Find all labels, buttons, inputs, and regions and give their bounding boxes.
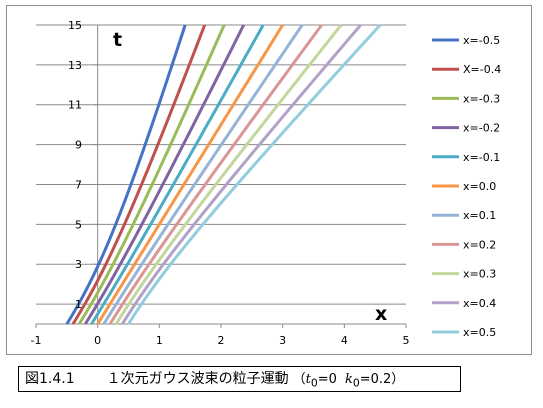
legend-label-4: x=-0.1: [463, 151, 500, 164]
series-line-3: [84, 24, 246, 325]
x-tick-label: 5: [403, 334, 410, 347]
x-tick-label: 3: [279, 334, 286, 347]
series-line-10: [127, 23, 382, 325]
series-lines: [65, 23, 382, 325]
figure-number: 図1.4.1: [25, 371, 75, 387]
legend-label-1: X=-0.4: [463, 63, 501, 76]
x-axis-letter: x: [375, 303, 387, 325]
legend-label-5: x=0.0: [463, 180, 496, 193]
legend-label-10: x=0.5: [463, 326, 496, 339]
legend: x=-0.5 X=-0.4 x=-0.3 x=-0.2 x=-0.1 x=0.0 x=0.1…: [432, 34, 501, 339]
series-line-5: [96, 24, 284, 325]
x-tick-label: 2: [218, 334, 225, 347]
legend-label-2: x=-0.3: [463, 92, 500, 105]
figure-parameters: （t0=0 k0=0.2）: [293, 368, 405, 396]
k-value: =0.2: [359, 372, 392, 387]
series-line-6: [102, 24, 304, 325]
k-subscript: 0: [352, 376, 360, 390]
figure-caption: 図1.4.1 １次元ガウス波束の粒子運動 （t0=0 k0=0.2）: [18, 366, 461, 392]
series-line-2: [77, 24, 226, 325]
x-tick-label: 4: [341, 334, 348, 347]
legend-label-7: x=0.2: [463, 238, 496, 251]
figure-title: １次元ガウス波束の粒子運動: [106, 371, 289, 387]
t-tick-label: 13: [68, 59, 82, 72]
legend-label-8: x=0.3: [463, 268, 496, 281]
t-tick-label: 15: [68, 19, 82, 32]
t-value: =0: [317, 372, 337, 387]
t-tick-label: 1: [75, 298, 82, 311]
t-symbol: t: [305, 372, 311, 387]
x-tick-label: -1: [31, 334, 42, 347]
x-tick-label: 1: [156, 334, 163, 347]
t-tick-label: 7: [75, 178, 82, 191]
t-axis-letter: t: [113, 29, 122, 51]
t-tick-label: 11: [68, 99, 82, 112]
legend-label-6: x=0.1: [463, 209, 496, 222]
axes: [35, 24, 407, 328]
series-line-9: [121, 24, 362, 325]
open-paren: （: [292, 372, 306, 387]
legend-label-3: x=-0.2: [463, 122, 500, 135]
legend-label-9: x=0.4: [463, 297, 496, 310]
series-line-7: [108, 24, 323, 325]
legend-label-0: x=-0.5: [463, 34, 500, 47]
series-line-0: [65, 24, 187, 325]
t-subscript: 0: [310, 376, 318, 390]
series-line-8: [114, 24, 343, 325]
close-paren: ）: [391, 372, 405, 387]
t-tick-label: 9: [75, 139, 82, 152]
t-tick-label: 5: [75, 218, 82, 231]
series-line-4: [90, 24, 265, 325]
k-symbol: k: [344, 372, 353, 387]
chart-area: -1 0 1 2 3 4 5 1 3 5 7 9 11 13 15 t x x=-0.5 X=-0.4 x=-0…: [6, 5, 532, 355]
x-tick-label: 0: [94, 334, 101, 347]
series-line-1: [71, 24, 207, 325]
t-tick-label: 3: [75, 258, 82, 271]
